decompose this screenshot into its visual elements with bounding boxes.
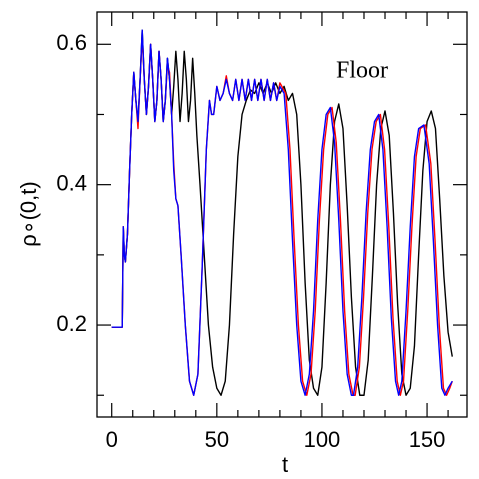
line-series: [111, 29, 453, 396]
y-tick-label: 0.2: [56, 311, 87, 336]
annotation: Floor: [336, 58, 388, 84]
x-tick-label: 50: [205, 427, 229, 452]
x-tick-label: 0: [106, 427, 118, 452]
y-tick-label: 0.6: [56, 30, 87, 55]
plot-frame: [96, 11, 468, 418]
x-tick-label: 150: [409, 427, 446, 452]
x-axis-label: t: [282, 452, 288, 477]
line-series: [111, 29, 453, 396]
y-axis-label: ρ∘(0,t): [16, 181, 41, 246]
y-tick-label: 0.4: [56, 170, 87, 195]
x-tick-label: 100: [304, 427, 341, 452]
